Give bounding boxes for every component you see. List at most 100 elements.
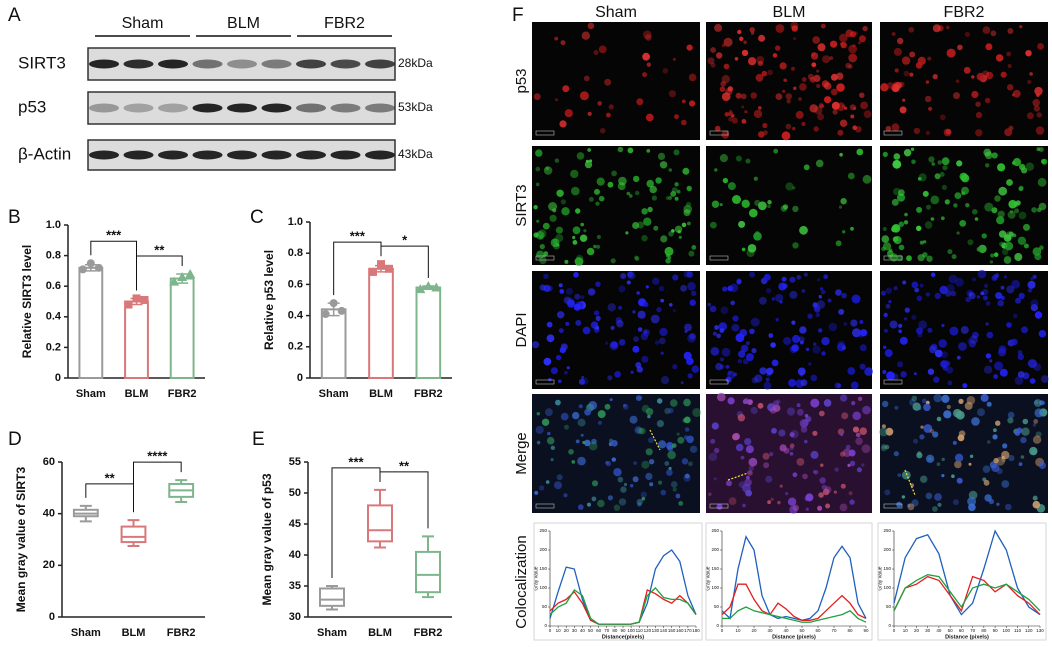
cell — [717, 392, 726, 402]
cell — [1007, 64, 1012, 68]
cell — [930, 272, 936, 278]
cell — [782, 89, 786, 93]
cell — [1000, 71, 1007, 78]
cell — [1032, 435, 1042, 444]
data-point — [369, 267, 377, 276]
cell — [828, 322, 838, 332]
cell — [740, 344, 749, 353]
cell — [1020, 455, 1025, 459]
cell — [767, 204, 771, 209]
cell — [1003, 275, 1008, 279]
cell — [912, 402, 921, 411]
cell — [683, 416, 691, 424]
cell — [923, 403, 931, 412]
cell — [777, 500, 781, 505]
cell — [564, 109, 573, 118]
cell — [749, 208, 758, 218]
cell — [645, 285, 649, 289]
y-axis-label: Gray value — [877, 566, 883, 590]
x-tick-label: 0 — [721, 628, 724, 633]
cell — [933, 393, 942, 403]
y-tick-label: 55 — [289, 456, 301, 468]
cell — [861, 444, 871, 453]
significance-bracket — [136, 255, 183, 291]
cell — [882, 369, 887, 375]
cell — [730, 300, 735, 306]
cell — [971, 90, 979, 99]
cell — [643, 301, 649, 308]
cell — [708, 492, 712, 496]
cell — [941, 457, 945, 462]
cell — [579, 91, 589, 101]
x-tick-label: 60 — [959, 628, 965, 633]
cell — [591, 480, 599, 487]
significance-label: *** — [350, 229, 366, 244]
cell — [792, 334, 801, 344]
cell — [723, 63, 730, 70]
cell — [634, 256, 640, 261]
blot-band — [89, 59, 119, 69]
cell — [956, 477, 963, 484]
x-tick-label: 20 — [751, 628, 757, 633]
cell — [815, 159, 824, 168]
cell — [709, 305, 717, 313]
cell — [742, 483, 751, 493]
y-axis-label: Mean gray value of p53 — [260, 473, 274, 605]
cell — [1007, 84, 1014, 91]
cell — [719, 203, 723, 207]
cell — [632, 476, 639, 483]
cell — [994, 361, 1004, 371]
cell — [534, 490, 539, 495]
cell — [613, 468, 622, 477]
cell — [1039, 245, 1044, 250]
cell — [1006, 285, 1015, 294]
cell — [735, 155, 742, 162]
cell — [713, 477, 717, 481]
cell — [593, 244, 597, 249]
cell — [664, 461, 670, 466]
row-label: SIRT3 — [513, 184, 530, 226]
cell — [791, 66, 795, 71]
cell — [633, 461, 637, 465]
cell — [535, 166, 541, 172]
cell — [749, 27, 755, 33]
cell — [583, 75, 590, 82]
cell — [980, 393, 989, 402]
cell — [1018, 292, 1025, 299]
cell — [893, 153, 901, 160]
y-tick-label: 0 — [49, 611, 55, 623]
cell — [640, 332, 649, 341]
cell — [882, 227, 887, 231]
cell — [753, 232, 762, 241]
y-tick-label: 0.6 — [46, 280, 61, 292]
cell — [1038, 461, 1046, 470]
cell — [903, 70, 910, 77]
cell — [897, 361, 904, 368]
cell — [683, 270, 691, 278]
cell — [815, 312, 820, 318]
cell — [917, 451, 922, 456]
cell — [683, 351, 692, 360]
x-tick-label: Sham — [71, 627, 101, 639]
cell — [775, 293, 784, 303]
cell — [1002, 248, 1009, 255]
cell — [819, 287, 824, 291]
cell — [678, 501, 684, 506]
data-point — [377, 260, 385, 269]
cell — [558, 283, 563, 288]
cell — [542, 222, 550, 230]
cell — [980, 291, 985, 296]
scale-bar — [883, 255, 903, 261]
cell — [546, 321, 553, 328]
cell — [545, 166, 550, 171]
cell — [627, 271, 636, 280]
cell — [543, 166, 553, 175]
cell — [985, 43, 993, 51]
cell — [992, 274, 999, 280]
cell — [604, 403, 611, 410]
cell — [657, 398, 663, 404]
cell — [550, 458, 554, 462]
cell — [561, 207, 570, 216]
x-tick-label: 0 — [893, 628, 896, 633]
cell — [923, 240, 927, 244]
